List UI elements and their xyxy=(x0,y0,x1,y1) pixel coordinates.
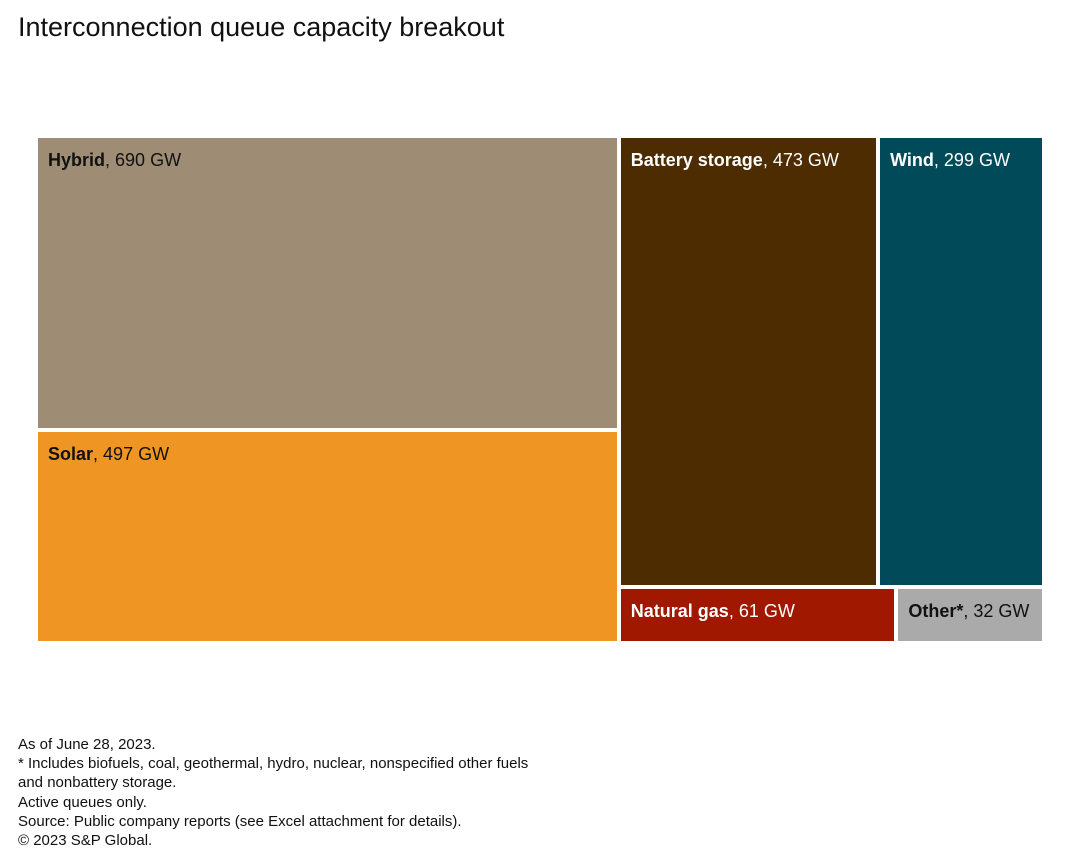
treemap-tile-solar: Solar, 497 GW xyxy=(38,432,617,641)
treemap-tile-other: Other*, 32 GW xyxy=(898,588,1042,641)
footnote-other-line1: * Includes biofuels, coal, geothermal, h… xyxy=(18,755,529,773)
footnote-other-line2: and nonbattery storage. xyxy=(18,774,177,792)
tile-value-solar: 497 GW xyxy=(103,444,170,465)
tile-label-hybrid: Hybrid xyxy=(48,150,106,170)
treemap-tile-natural-gas: Natural gas, 61 GW xyxy=(620,588,895,641)
tile-label-other: Other* xyxy=(908,600,964,621)
tile-value-battery-storage: 473 GW xyxy=(772,150,839,170)
treemap-tile-battery-storage: Battery storage, 473 GW xyxy=(620,138,877,585)
footnote-active-queues: Active queues only. xyxy=(18,793,147,811)
footnote-source: Source: Public company reports (see Exce… xyxy=(18,812,462,830)
tile-value-natural-gas: 61 GW xyxy=(738,600,795,621)
tile-value-other: 32 GW xyxy=(973,600,1030,621)
tile-label-solar: Solar xyxy=(48,444,94,465)
treemap-tile-hybrid: Hybrid, 690 GW xyxy=(38,138,617,429)
footnote-copyright: © 2023 S&P Global. xyxy=(18,832,153,850)
tile-value-wind: 299 GW xyxy=(943,150,1010,170)
footnotes: As of June 28, 2023. * Includes biofuels… xyxy=(18,735,638,850)
treemap-tile-wind: Wind, 299 GW xyxy=(880,138,1042,585)
tile-label-wind: Wind xyxy=(890,150,934,170)
tile-value-hybrid: 690 GW xyxy=(115,150,182,170)
footnote-as-of: As of June 28, 2023. xyxy=(18,736,156,753)
tile-label-natural-gas: Natural gas xyxy=(630,600,729,621)
tile-label-battery-storage: Battery storage xyxy=(630,150,763,170)
chart-title: Interconnection queue capacity breakout xyxy=(18,12,505,42)
